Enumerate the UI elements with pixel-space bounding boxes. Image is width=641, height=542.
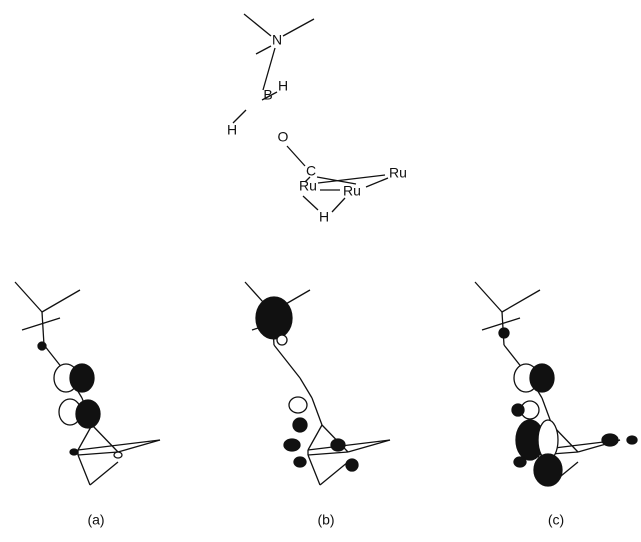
bond xyxy=(90,462,118,485)
atom-label: Ru xyxy=(299,178,317,194)
orbital-lobe xyxy=(346,459,358,471)
panel-label: (b) xyxy=(317,512,334,528)
orbital-lobe xyxy=(331,439,345,451)
bond xyxy=(308,440,390,450)
orbital-lobe xyxy=(70,364,94,392)
bond xyxy=(303,196,318,210)
bond xyxy=(300,378,312,398)
atom-label: H xyxy=(278,78,288,94)
orbital-lobe xyxy=(76,400,100,428)
bond xyxy=(475,282,502,312)
atom-label: H xyxy=(319,209,329,225)
atom-label: Ru xyxy=(389,165,407,181)
orbital-lobe xyxy=(534,454,562,486)
orbital-lobe xyxy=(512,404,524,416)
bond xyxy=(502,290,540,312)
bond xyxy=(348,440,390,452)
orbital-lobe xyxy=(514,457,526,467)
bond xyxy=(118,440,160,452)
orbital-lobe xyxy=(277,335,287,345)
bond xyxy=(78,455,90,485)
atom-label: O xyxy=(278,129,289,145)
atom-label: C xyxy=(306,163,316,179)
orbital-lobe xyxy=(499,328,509,338)
molecule-structure: N B H H O C Ru Ru Ru H xyxy=(227,14,407,225)
atom-label: Ru xyxy=(343,183,361,199)
orbital-panel: (a) xyxy=(15,282,160,528)
orbital-lobe xyxy=(38,342,46,350)
bond xyxy=(244,14,271,36)
orbital-lobe xyxy=(294,457,306,467)
bond xyxy=(283,19,314,36)
orbital-lobe xyxy=(114,452,122,458)
diagram: N B H H O C Ru Ru Ru H (a) (b) (c) xyxy=(0,0,641,542)
bond xyxy=(482,318,520,330)
orbital-lobe xyxy=(70,449,78,455)
orbital-lobe xyxy=(293,418,307,432)
orbital-lobe xyxy=(627,436,637,444)
panel-label: (a) xyxy=(87,512,104,528)
panel-label: (c) xyxy=(548,512,564,528)
orbital-lobe xyxy=(256,297,292,339)
bond xyxy=(274,345,300,378)
orbital-panel: (c) xyxy=(475,282,637,528)
bond xyxy=(308,425,322,450)
bond xyxy=(78,452,118,455)
atom-label: B xyxy=(263,87,272,103)
bond xyxy=(78,440,160,450)
orbital-lobe xyxy=(284,439,300,451)
bond xyxy=(263,48,275,90)
bond xyxy=(332,198,345,212)
bond xyxy=(42,290,80,312)
orbital-panel: (b) xyxy=(245,282,390,528)
bond xyxy=(308,452,348,455)
atom-label: H xyxy=(227,122,237,138)
orbital-lobe xyxy=(289,397,307,413)
bond xyxy=(15,282,42,312)
orbital-panels: (a) (b) (c) xyxy=(15,282,637,528)
orbital-lobe xyxy=(530,364,554,392)
orbital-lobe xyxy=(602,434,618,446)
atom-label: N xyxy=(272,32,282,48)
bond xyxy=(78,425,92,450)
bond xyxy=(312,398,322,425)
bond xyxy=(42,312,44,345)
bond xyxy=(320,462,348,485)
bond xyxy=(308,455,320,485)
bond xyxy=(22,318,60,330)
bond xyxy=(256,46,271,54)
bond xyxy=(287,146,305,166)
bond xyxy=(366,178,388,187)
